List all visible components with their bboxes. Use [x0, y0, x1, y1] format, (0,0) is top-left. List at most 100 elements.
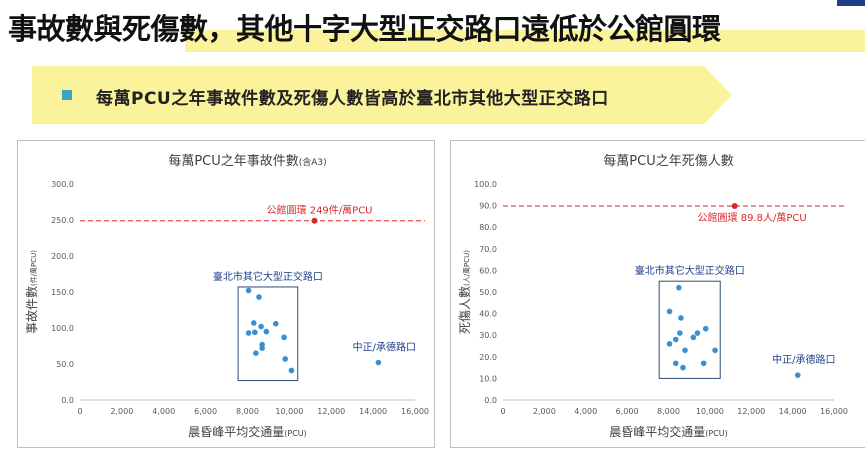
x-tick-label: 16,000 [401, 407, 429, 416]
intersection-point [676, 284, 682, 291]
intersection-point [245, 330, 252, 336]
y-tick-label: 10.0 [479, 374, 497, 383]
x-axis-label: 晨昏峰平均交通量(PCU) [609, 424, 728, 439]
intersection-point [252, 329, 258, 336]
intersection-point [690, 334, 697, 341]
summary-banner-text: 每萬PCU之年事故件數及死傷人數皆高於臺北市其他大型正交路口 [96, 89, 609, 109]
intersection-point [666, 308, 673, 315]
group-label: 臺北市其它大型正交路口 [213, 270, 323, 283]
intersection-point [258, 323, 264, 330]
group-box [658, 280, 721, 379]
casualty-scatter-chart: 每萬PCU之年死傷人數 0 2,000 4,000 6,000 8,000 10,000 12… [457, 153, 848, 439]
reference-label: 公館圓環 249件/萬PCU [267, 204, 373, 217]
intersection-point [263, 328, 270, 335]
intersection-point [700, 360, 707, 367]
y-tick-label: 70.0 [479, 245, 497, 254]
y-tick-label: 250.0 [51, 216, 74, 225]
intersection-point [678, 315, 684, 321]
y-tick-label: 100.0 [51, 324, 74, 333]
x-tick-label: 10,000 [696, 407, 724, 416]
chart-title-main: 每萬PCU之年死傷人數 [603, 153, 733, 169]
corner-logo-fragment [837, 0, 865, 6]
y-tick-label: 100.0 [474, 180, 497, 189]
intersection-point [702, 325, 709, 332]
intersection-point [682, 347, 688, 354]
y-tick-label: 50.0 [56, 360, 74, 369]
reference-label: 公館圓環 89.8人/萬PCU [698, 211, 807, 224]
chart-title-main: 每萬PCU之年事故件數 [168, 153, 298, 169]
x-tick-label: 6,000 [616, 407, 639, 416]
reference-point [311, 217, 318, 224]
bullet-square-icon [62, 90, 72, 100]
y-tick-label: 200.0 [51, 252, 74, 261]
x-tick-label: 2,000 [110, 407, 133, 416]
casualty-chart-panel: 每萬PCU之年死傷人數 0 2,000 4,000 6,000 8,000 10,000 12… [450, 140, 865, 448]
x-tick-label: 14,000 [359, 407, 387, 416]
x-tick-label: 16,000 [820, 407, 848, 416]
x-axis-label-main: 晨昏峰平均交通量 [609, 424, 705, 439]
intersection-point [256, 294, 262, 300]
y-tick-label: 20.0 [479, 353, 497, 362]
chart-title-suffix: (含A3) [299, 156, 327, 168]
y-tick-label: 90.0 [479, 202, 497, 211]
y-axis-label-main: 事故件數 [24, 286, 39, 334]
x-tick-label: 0 [500, 407, 505, 416]
intersection-point [672, 360, 679, 367]
x-tick-label: 6,000 [194, 407, 217, 416]
outlier-point [375, 359, 382, 366]
intersection-point [666, 341, 673, 347]
intersection-point [672, 336, 679, 343]
accident-chart-panel: 每萬PCU之年事故件數(含A3) 0 2,000 4,000 6,000 8,000 10,… [17, 140, 435, 448]
y-tick-label: 0.0 [484, 396, 497, 405]
outlier-label: 中正/承德路口 [772, 353, 835, 366]
y-tick-label: 30.0 [479, 331, 497, 340]
page-title: 事故數與死傷數，其他十字大型正交路口遠低於公館圓環 [8, 12, 721, 46]
x-axis-label-unit: (PCU) [705, 429, 728, 438]
intersection-point [250, 320, 257, 326]
y-tick-label: 300.0 [51, 180, 74, 189]
intersection-point [259, 345, 265, 351]
y-tick-label: 40.0 [479, 310, 497, 319]
x-tick-label: 12,000 [317, 407, 345, 416]
y-axis-label-unit: (人/萬PCU) [462, 250, 471, 286]
outlier-point [794, 372, 801, 378]
x-tick-label: 10,000 [275, 407, 303, 416]
x-tick-label: 0 [77, 407, 82, 416]
intersection-point [677, 330, 683, 336]
intersection-point [712, 347, 718, 354]
intersection-point [282, 356, 288, 362]
x-tick-label: 2,000 [533, 407, 556, 416]
y-axis-label: 死傷人數(人/萬PCU) [457, 250, 472, 334]
intersection-point [245, 287, 252, 294]
intersection-point [253, 350, 259, 356]
y-axis-label-main: 死傷人數 [457, 286, 472, 334]
x-tick-label: 14,000 [779, 407, 807, 416]
accident-scatter-chart: 每萬PCU之年事故件數(含A3) 0 2,000 4,000 6,000 8,000 10,… [24, 153, 429, 439]
y-axis-label-unit: (件/萬PCU) [29, 250, 38, 286]
y-tick-label: 80.0 [479, 223, 497, 232]
x-tick-label: 8,000 [657, 407, 680, 416]
y-tick-label: 0.0 [61, 396, 74, 405]
intersection-point [272, 320, 279, 327]
group-box [237, 286, 299, 382]
outlier-label: 中正/承德路口 [353, 341, 416, 354]
chart-title: 每萬PCU之年死傷人數 [603, 153, 733, 169]
x-tick-label: 8,000 [236, 407, 259, 416]
title-highlight [185, 30, 865, 52]
x-axis-label-main: 晨昏峰平均交通量 [188, 424, 284, 439]
intersection-point [288, 367, 295, 374]
intersection-point [281, 334, 287, 341]
x-tick-label: 4,000 [574, 407, 597, 416]
group-label: 臺北市其它大型正交路口 [635, 264, 745, 277]
y-axis-label: 事故件數(件/萬PCU) [24, 250, 39, 334]
y-tick-label: 60.0 [479, 266, 497, 275]
intersection-point [694, 330, 701, 336]
chart-title: 每萬PCU之年事故件數(含A3) [168, 153, 326, 169]
x-axis-label: 晨昏峰平均交通量(PCU) [188, 424, 307, 439]
x-axis-label-unit: (PCU) [284, 429, 307, 438]
intersection-point [680, 364, 686, 371]
x-tick-label: 4,000 [152, 407, 175, 416]
y-tick-label: 50.0 [479, 288, 497, 297]
y-tick-label: 150.0 [51, 288, 74, 297]
summary-banner [32, 66, 732, 124]
